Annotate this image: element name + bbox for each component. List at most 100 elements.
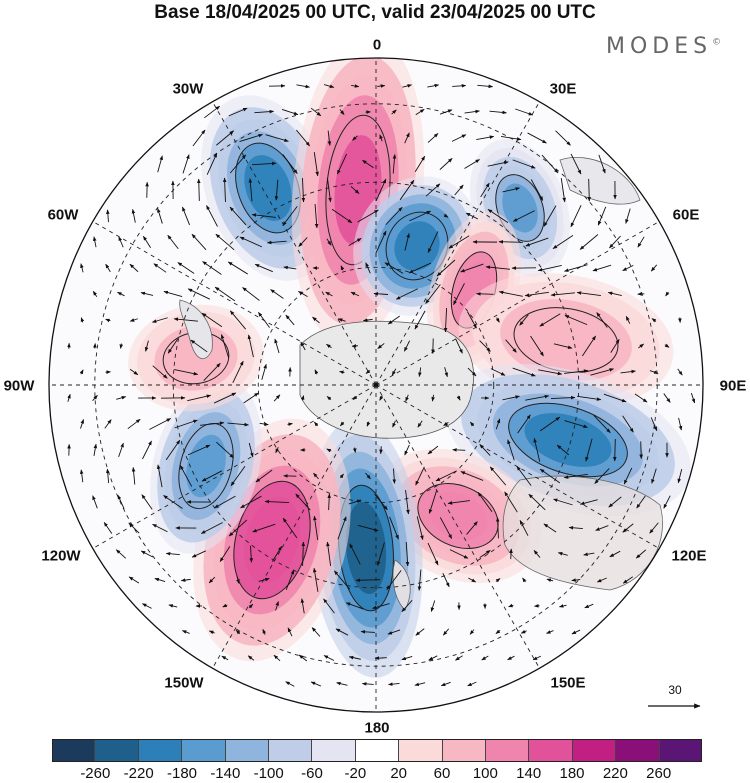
wind-arrow <box>243 392 259 404</box>
wind-arrow <box>570 153 582 175</box>
wind-arrow <box>377 542 385 566</box>
wind-arrow <box>469 629 475 635</box>
wind-arrow <box>254 109 275 114</box>
colorbar <box>52 739 703 762</box>
wind-arrow <box>455 655 463 661</box>
wind-arrow <box>200 421 225 426</box>
wind-arrow <box>470 421 475 427</box>
wind-arrow <box>285 314 295 326</box>
wind-arrow <box>254 263 273 273</box>
wind-arrow <box>375 178 387 202</box>
colorbar-tick-label: -180 <box>166 765 198 782</box>
wind-arrow <box>141 494 153 510</box>
wind-arrow <box>271 545 283 562</box>
wind-arrow <box>105 263 111 273</box>
wind-arrow <box>215 233 235 251</box>
wind-arrow <box>221 655 229 661</box>
wind-arrow <box>149 418 172 430</box>
wind-arrow <box>391 109 397 115</box>
wind-arrow <box>387 315 401 325</box>
wind-arrow <box>296 129 310 147</box>
wind-arrow <box>498 290 523 297</box>
wind-arrow <box>375 230 387 254</box>
wind-arrow <box>543 205 557 227</box>
wind-arrow <box>690 392 696 404</box>
wind-arrow <box>187 444 211 456</box>
anomaly-contour <box>417 483 499 549</box>
wind-arrow <box>571 578 581 582</box>
wind-arrow <box>374 656 387 660</box>
meridian-line <box>92 221 377 386</box>
wind-arrow <box>651 468 657 484</box>
wind-arrow <box>598 154 606 174</box>
wind-arrow <box>228 519 248 537</box>
wind-arrow <box>236 576 240 584</box>
wind-arrow <box>116 396 127 400</box>
wind-arrow <box>385 206 403 226</box>
wind-arrow <box>165 551 180 556</box>
wind-arrow <box>558 604 567 608</box>
wind-arrow <box>103 522 113 534</box>
wind-arrow <box>222 177 227 203</box>
wind-arrow <box>300 395 305 401</box>
wind-arrow <box>229 154 247 174</box>
wind-arrow <box>405 490 410 515</box>
wind-arrow <box>349 543 361 565</box>
wind-arrow <box>365 369 371 374</box>
wind-arrow <box>477 84 494 89</box>
wind-arrow <box>92 394 98 401</box>
wind-arrow <box>392 420 396 428</box>
wind-arrow <box>399 179 415 201</box>
wind-arrow <box>196 178 201 201</box>
lon-label-150e: 150E <box>550 674 586 692</box>
wind-arrow <box>201 470 223 482</box>
wind-arrow <box>362 159 374 169</box>
wind-arrow <box>479 549 491 559</box>
colorbar-tick-label: -20 <box>344 765 367 782</box>
wind-arrow <box>579 499 598 505</box>
wind-arrow <box>677 469 683 484</box>
wind-arrow <box>336 681 348 686</box>
land-masses <box>179 157 663 611</box>
wind-arrow <box>323 84 335 89</box>
wind-arrow <box>182 154 190 174</box>
wind-arrow <box>439 517 453 539</box>
wind-arrow <box>202 261 222 275</box>
wind-arrow <box>129 263 139 273</box>
anomaly-contour <box>508 402 628 478</box>
wind-arrow <box>517 414 531 434</box>
wind-arrow <box>281 109 299 116</box>
wind-arrow <box>489 110 507 115</box>
wind-arrow <box>594 468 610 484</box>
wind-arrow <box>530 335 544 357</box>
wind-arrow <box>352 135 358 141</box>
wind-arrow <box>546 630 554 634</box>
wind-arrow <box>395 288 418 300</box>
wind-arrow <box>203 363 221 381</box>
wind-arrow <box>206 205 218 227</box>
wind-arrow <box>129 318 138 322</box>
wind-arrow <box>532 655 542 661</box>
colorbar-swatch <box>442 739 487 762</box>
negative-anomaly <box>502 183 538 233</box>
wind-arrow <box>651 318 657 323</box>
wind-arrow <box>522 577 527 583</box>
wind-arrow <box>467 367 477 377</box>
wind-arrow <box>620 369 636 374</box>
wind-arrow <box>340 421 345 427</box>
wind-arrow <box>232 360 244 384</box>
colorbar-swatch <box>182 739 226 762</box>
colorbar-tick-label: 60 <box>433 765 451 782</box>
wind-arrow <box>404 233 410 251</box>
wind-arrow <box>229 310 247 330</box>
wind-arrow <box>593 414 611 434</box>
wind-arrow <box>127 418 141 430</box>
wind-arrow <box>388 682 400 686</box>
wind-arrow <box>251 161 277 166</box>
south-pole-marker <box>373 382 379 388</box>
positive-anomaly <box>428 492 488 540</box>
wind-arrow <box>167 234 179 249</box>
wind-arrow <box>151 317 168 323</box>
wind-arrow <box>596 577 607 583</box>
wind-arrow <box>476 135 495 140</box>
